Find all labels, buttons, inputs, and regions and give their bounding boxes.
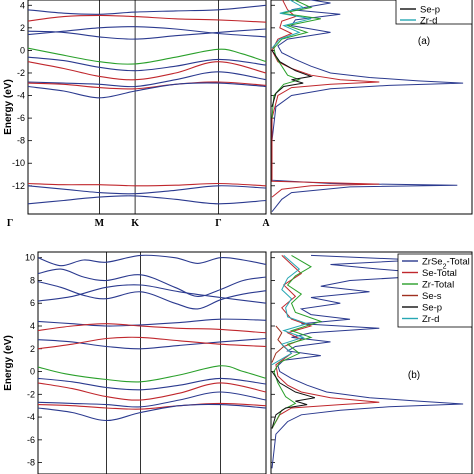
band-line <box>28 56 267 72</box>
legend-label: Se-s <box>422 291 442 302</box>
band-line <box>28 61 267 81</box>
dos-curve <box>271 371 316 429</box>
band-line <box>38 268 267 297</box>
legend-label: Se-p <box>420 5 440 16</box>
y-tick-label: 0 <box>20 45 25 55</box>
y-tick-label: 4 <box>20 0 25 10</box>
dos-frame <box>270 251 473 474</box>
band-line <box>28 195 267 205</box>
kpoint-label: M <box>95 218 105 229</box>
dos-curve <box>271 254 464 469</box>
kpoint-label: Γ <box>215 218 221 229</box>
dos-curve <box>271 0 464 213</box>
y-tick-label: -8 <box>17 136 25 146</box>
legend-label: Zr-d <box>420 16 437 27</box>
band-line <box>28 28 267 40</box>
band-line <box>38 318 267 327</box>
dos-group <box>271 0 464 213</box>
band-line <box>28 4 267 15</box>
y-axis-label: Energy (eV) <box>3 79 14 135</box>
y-tick-label: 10 <box>25 253 35 263</box>
panel-label: (a) <box>418 36 430 47</box>
dos-curve <box>271 254 323 429</box>
legend-label: Se-Total <box>422 268 457 279</box>
legend-label: ZrSe2-Total <box>422 257 470 271</box>
y-tick-label: -4 <box>17 91 25 101</box>
y-tick-label: -8 <box>27 458 35 468</box>
band-line <box>38 337 267 350</box>
bands-group <box>38 254 267 422</box>
dos-curve <box>271 255 309 366</box>
dos-group <box>271 254 464 469</box>
y-tick-label: 6 <box>30 298 35 308</box>
y-tick-label: 8 <box>30 275 35 285</box>
band-frame <box>37 251 267 474</box>
kpoint-label: Γ <box>7 218 13 229</box>
y-axis-label: Energy (eV) <box>3 335 14 391</box>
panel-a: 4 2 0 -2 -4 -6 -8 -10 -12 Energy (eV) Γ M K Γ A Se-pZr-… <box>3 0 473 229</box>
band-line <box>28 26 267 38</box>
band-line <box>28 47 267 65</box>
y-tick-label: 2 <box>30 344 35 354</box>
legend-label: Zr-d <box>422 314 439 325</box>
dos-curve <box>271 0 321 119</box>
kpoint-label: K <box>131 218 139 229</box>
band-line <box>38 403 267 422</box>
band-line <box>38 402 267 410</box>
band-line <box>38 377 267 391</box>
dos-curve <box>271 0 312 49</box>
legend-box <box>397 253 473 328</box>
band-line <box>38 323 267 334</box>
band-line <box>28 182 267 187</box>
dos-curve <box>271 0 380 198</box>
y-tick-label: -12 <box>12 181 25 191</box>
band-line <box>28 71 267 88</box>
band-line <box>38 336 267 350</box>
dos-curve <box>271 50 313 107</box>
y-tick-label: -2 <box>27 389 35 399</box>
band-line <box>28 81 267 90</box>
panel-label: (b) <box>408 370 420 381</box>
y-tick-label: -2 <box>17 68 25 78</box>
y-tick-label: -6 <box>27 435 35 445</box>
band-line <box>38 365 267 383</box>
y-tick-label: 2 <box>20 23 25 33</box>
y-tick-label: -4 <box>27 412 35 422</box>
y-tick-label: -6 <box>17 113 25 123</box>
bands-group <box>28 4 267 205</box>
y-tick-label: 4 <box>30 321 35 331</box>
y-tick-label: -10 <box>12 158 25 168</box>
band-line <box>38 391 267 408</box>
band-line <box>28 14 267 23</box>
band-frame <box>27 0 267 215</box>
legend-label: Zr-Total <box>422 280 454 291</box>
band-line <box>38 284 267 304</box>
band-line <box>38 382 267 401</box>
legend-suffix: -Total <box>447 257 470 268</box>
y-tick-label: 0 <box>30 367 35 377</box>
dos-curve <box>271 325 285 363</box>
band-line <box>28 185 267 195</box>
band-line <box>38 254 267 267</box>
dos-frame <box>270 0 473 215</box>
band-line <box>28 82 267 99</box>
kpoint-label: A <box>262 218 270 229</box>
legend-label: Se-p <box>422 303 442 314</box>
band-line <box>38 281 267 310</box>
legend-subscript: 2 <box>443 263 447 270</box>
